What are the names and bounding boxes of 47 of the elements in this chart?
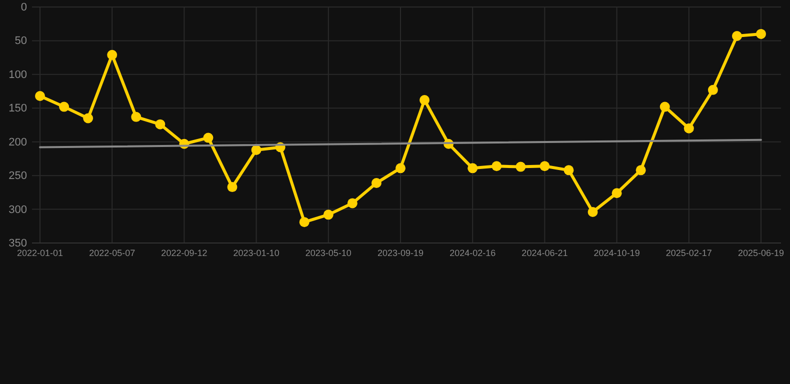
point — [732, 30, 742, 41]
y-tick-label: 350 — [8, 238, 27, 250]
point — [251, 144, 262, 155]
point — [155, 119, 166, 130]
point — [540, 161, 550, 172]
point — [468, 163, 478, 174]
point — [516, 162, 526, 172]
point — [756, 28, 766, 39]
x-tick-label: 2022-01-01 — [16, 248, 64, 258]
point — [371, 178, 382, 188]
x-tick-label: 2022-05-07 — [89, 248, 136, 258]
point — [347, 198, 358, 208]
point — [396, 163, 406, 174]
y-tick-label: 50 — [14, 35, 27, 48]
x-tick-label: 2022-09-12 — [161, 248, 208, 258]
point — [83, 113, 94, 124]
point — [203, 132, 214, 143]
x-tick-label: 2023-01-10 — [233, 248, 280, 258]
point — [588, 206, 598, 217]
point — [708, 84, 718, 95]
point — [636, 165, 646, 176]
point — [131, 112, 142, 122]
y-tick-label: 150 — [8, 102, 27, 115]
point — [299, 217, 310, 228]
point — [59, 102, 70, 112]
y-tick-label: 300 — [8, 204, 27, 216]
x-tick-label: 2024-10-19 — [594, 248, 640, 258]
x-tick-label: 2024-02-16 — [450, 248, 496, 258]
point — [612, 188, 622, 198]
point — [35, 91, 45, 102]
point — [323, 210, 334, 220]
point — [420, 95, 430, 106]
y-tick-label: 100 — [8, 68, 27, 81]
x-tick-label: 2025-02-17 — [666, 248, 712, 258]
y-tick-label: 250 — [8, 170, 27, 182]
point — [492, 161, 502, 172]
point — [660, 102, 670, 112]
point — [684, 123, 694, 134]
x-tick-label: 2023-05-10 — [305, 248, 352, 258]
x-tick-label: 2023-09-19 — [377, 248, 424, 258]
y-tick-label: 0 — [20, 2, 27, 14]
y-tick-label: 200 — [8, 136, 27, 148]
point — [107, 50, 118, 60]
point — [564, 165, 574, 176]
point — [227, 182, 238, 192]
x-tick-label: 2024-06-21 — [522, 248, 568, 258]
x-tick-label: 2025-06-19 — [738, 248, 784, 258]
